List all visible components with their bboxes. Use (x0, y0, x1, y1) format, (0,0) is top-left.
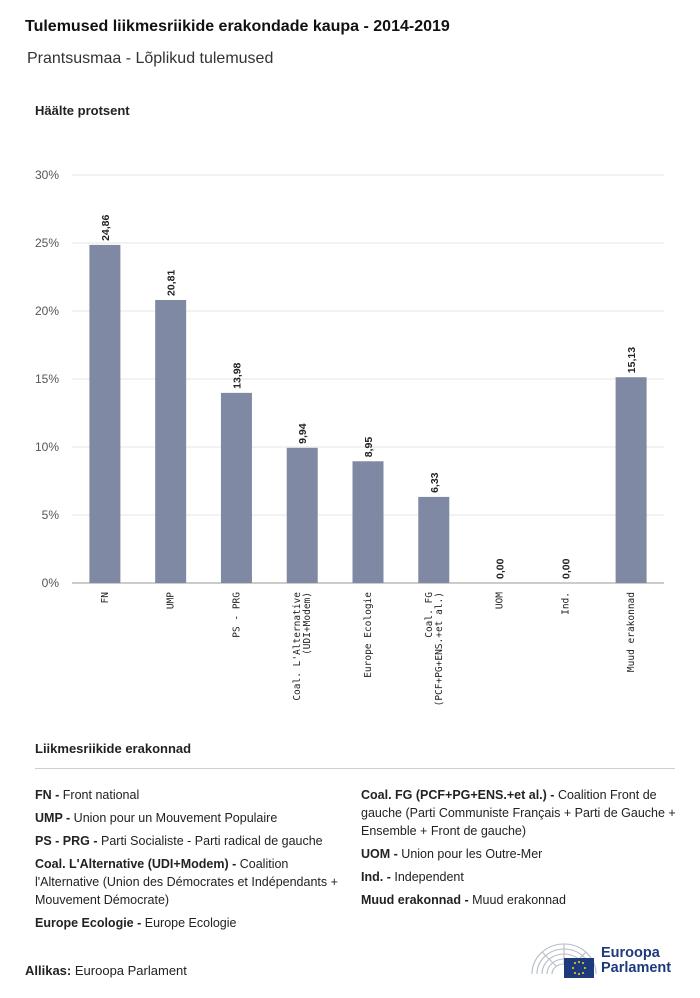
legend-abbr: UOM - (361, 847, 398, 861)
bar-value-label: 15,13 (626, 347, 638, 373)
bar (615, 377, 647, 583)
bar-value-label: 24,86 (100, 214, 112, 240)
legend-abbr: Europe Ecologie - (35, 916, 142, 930)
legend-desc: Independent (394, 870, 464, 884)
legend-divider (35, 768, 675, 769)
legend-item: Coal. L'Alternative (UDI+Modem) - Coalit… (35, 855, 355, 909)
legend-item: Europe Ecologie - Europe Ecologie (35, 914, 355, 932)
x-tick-label: FN (100, 592, 111, 604)
legend-desc: Union pour les Outre-Mer (401, 847, 543, 861)
x-tick-label: Europe Ecologie (363, 592, 374, 678)
y-tick-label: 10% (35, 440, 59, 454)
bar-value-label: 9,94 (297, 423, 309, 444)
legend-item: UOM - Union pour les Outre-Mer (361, 845, 681, 863)
x-tick-label: (PCF+PG+ENS.+et al.) (434, 592, 445, 706)
legend-desc: Europe Ecologie (144, 916, 237, 930)
source-note: Allikas: Euroopa Parlament (25, 963, 187, 978)
y-tick-label: 30% (35, 168, 59, 182)
y-tick-label: 15% (35, 372, 59, 386)
y-tick-label: 0% (42, 576, 60, 590)
x-tick-label: Ind. (560, 592, 571, 615)
legend-desc: Front national (62, 788, 140, 802)
page-title: Tulemused liikmesriikide erakondade kaup… (25, 18, 450, 35)
legend-item: FN - Front national (35, 786, 355, 804)
source-label: Allikas: (25, 963, 72, 978)
legend-column-left: FN - Front national UMP - Union pour un … (35, 786, 355, 937)
bar (418, 496, 450, 583)
legend-title: Liikmesriikide erakonnad (35, 741, 192, 756)
legend-item: Ind. - Independent (361, 868, 681, 886)
x-tick-label: Coal. L'Alternative (292, 592, 303, 701)
bar (155, 299, 187, 583)
bar (352, 461, 384, 583)
legend-item: Coal. FG (PCF+PG+ENS.+et al.) - Coalitio… (361, 786, 681, 840)
source-value: Euroopa Parlament (74, 963, 187, 978)
x-tick-label: PS - PRG (231, 592, 242, 638)
y-tick-label: 25% (35, 236, 59, 250)
legend-desc: Coalition Front de gauche (Parti Communi… (361, 788, 676, 838)
page-subtitle: Prantsusmaa - Lõplikud tulemused (27, 50, 274, 67)
y-tick-label: 20% (35, 304, 59, 318)
bar (286, 447, 318, 583)
legend-desc: Muud erakonnad (472, 893, 566, 907)
legend-desc: Coalition l'Alternative (Union des Démoc… (35, 857, 338, 907)
x-tick-label: UOM (495, 592, 506, 609)
legend-abbr: Muud erakonnad - (361, 893, 469, 907)
x-tick-label: Coal. FG (424, 592, 435, 638)
bar-value-label: 0,00 (560, 558, 572, 579)
y-axis-label: Häälte protsent (35, 103, 130, 118)
x-tick-label: (UDI+Modem) (302, 592, 313, 655)
european-parliament-logo: Euroopa Parlament (530, 940, 680, 982)
logo-line-1: Euroopa (601, 945, 660, 961)
legend-abbr: PS - PRG - (35, 834, 98, 848)
bar-chart: 0% 5% 10% 15% 20% 25% 30% 24,86 FN 20,81 UMP 13,98 P… (35, 168, 664, 706)
bar (89, 244, 121, 584)
logo-line-2: Parlament (601, 960, 672, 976)
bar-value-label: 20,81 (166, 270, 178, 296)
y-tick-label: 5% (42, 508, 60, 522)
legend-abbr: Coal. L'Alternative (UDI+Modem) - (35, 857, 237, 871)
legend-item: PS - PRG - Parti Socialiste - Parti radi… (35, 832, 355, 850)
legend-item: Muud erakonnad - Muud erakonnad (361, 891, 681, 909)
bar-value-label: 0,00 (495, 558, 507, 579)
parliament-hemicycle-icon (531, 943, 597, 978)
bar (220, 392, 252, 583)
legend-abbr: Coal. FG (PCF+PG+ENS.+et al.) - (361, 788, 555, 802)
legend-desc: Union pour un Mouvement Populaire (73, 811, 278, 825)
bar-value-label: 6,33 (429, 472, 441, 493)
legend-abbr: Ind. - (361, 870, 391, 884)
legend-column-right: Coal. FG (PCF+PG+ENS.+et al.) - Coalitio… (361, 786, 681, 914)
logo-wordmark: Euroopa Parlament (601, 946, 671, 976)
legend-abbr: FN - (35, 788, 60, 802)
x-tick-label: Muud erakonnad (626, 592, 637, 672)
bar-value-label: 8,95 (363, 437, 375, 458)
bar-value-label: 13,98 (231, 362, 243, 388)
legend-abbr: UMP - (35, 811, 71, 825)
legend-desc: Parti Socialiste - Parti radical de gauc… (101, 834, 323, 848)
x-tick-label: UMP (166, 592, 177, 609)
legend-item: UMP - Union pour un Mouvement Populaire (35, 809, 355, 827)
